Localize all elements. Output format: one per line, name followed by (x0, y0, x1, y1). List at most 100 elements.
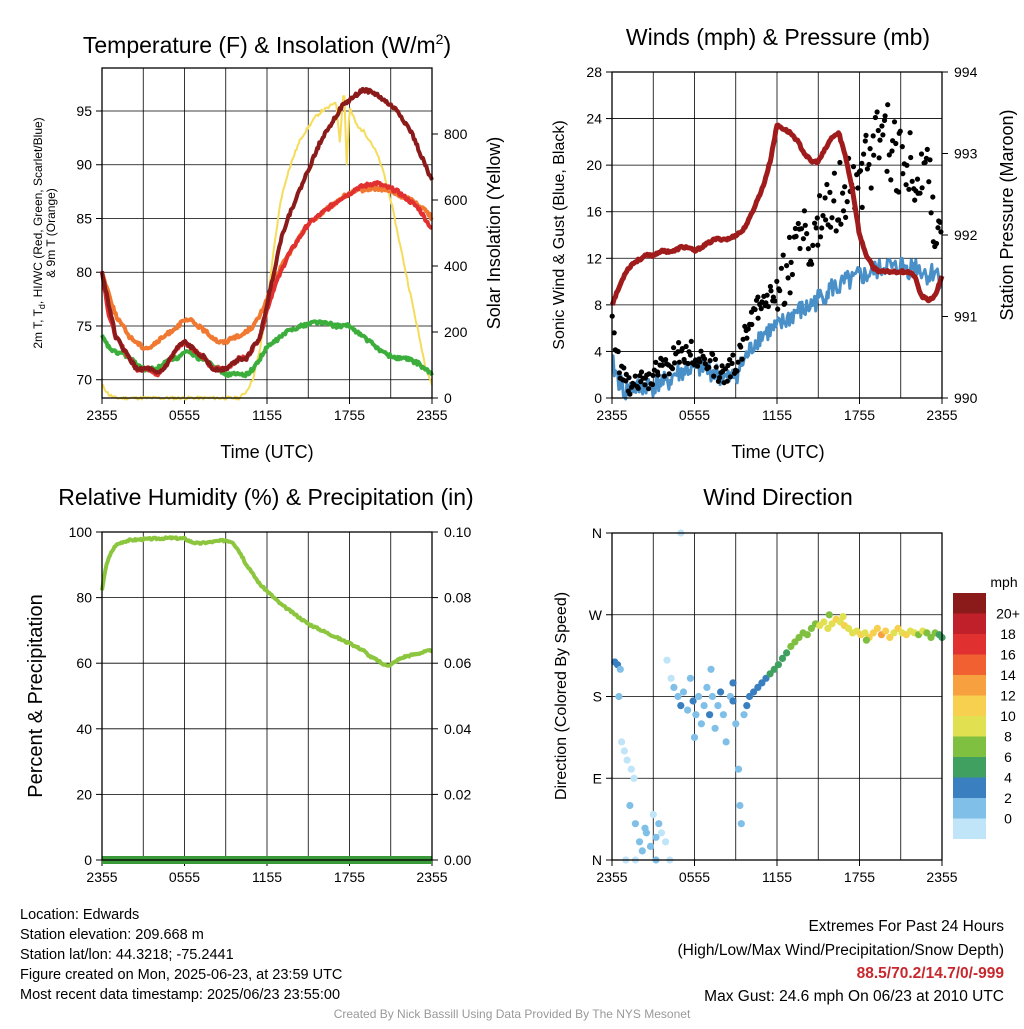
gust-point (782, 300, 788, 306)
direction-point (616, 665, 624, 673)
y2-tick-label: 600 (444, 192, 468, 208)
y2-tick-label: 0.02 (444, 786, 471, 802)
gust-point (838, 221, 844, 227)
gust-point (679, 346, 685, 352)
y2-tick-label: 990 (954, 390, 978, 406)
x-tick-label: 1155 (762, 869, 792, 885)
direction-point (623, 756, 631, 764)
x-axis-label: Time (UTC) (731, 442, 824, 462)
gust-point (706, 364, 712, 370)
y-tick-label: 90 (76, 157, 92, 173)
pressure-line (609, 122, 945, 306)
y-tick-label: 8 (594, 297, 602, 313)
y-tick-label: 75 (76, 318, 92, 334)
x-tick-label: 2355 (596, 869, 627, 885)
y-tick-label: 0 (594, 390, 602, 406)
y-tick-label: 60 (76, 655, 92, 671)
gust-point (785, 275, 791, 281)
humidity-line (100, 535, 433, 668)
direction-point (635, 838, 644, 846)
gust-point (623, 378, 629, 384)
gust-point (778, 265, 785, 271)
gust-point (666, 371, 672, 377)
colorbar-label: 8 (1004, 729, 1012, 745)
gust-point (739, 356, 745, 362)
x-tick-label: 1155 (252, 407, 282, 423)
colorbar-swatch (953, 654, 986, 675)
direction-point (641, 824, 649, 832)
direction-point (711, 724, 719, 732)
gust-point (659, 362, 666, 368)
direction-point (695, 692, 703, 701)
gust-point (814, 215, 820, 221)
gust-point (707, 358, 713, 364)
gust-point (745, 326, 751, 332)
direction-point (736, 801, 744, 810)
y-axis-label: 2m T, Td, HI/WC (Red, Green, Scarlet/Blu… (31, 117, 47, 348)
gust-point (886, 152, 892, 158)
gust-point (935, 225, 941, 231)
direction-point (649, 811, 657, 819)
gust-point (805, 246, 812, 252)
footer-latlon: Station lat/lon: 44.3218; -75.2441 (20, 947, 234, 963)
gust-point (744, 335, 750, 341)
x-tick-label: 2355 (86, 869, 117, 885)
direction-point (734, 765, 743, 773)
gust-point (817, 193, 823, 199)
direction-point (697, 720, 706, 728)
gust-point (917, 190, 923, 196)
colorbar-swatch (953, 695, 986, 716)
direction-point (882, 627, 890, 635)
footer-created: Figure created on Mon, 2025-06-23, at 23… (20, 967, 343, 983)
x-tick-label: 2355 (596, 407, 627, 423)
colorbar-label: 18 (1000, 626, 1016, 642)
gust-point (828, 224, 834, 230)
gust-point (694, 363, 701, 369)
gust-point (710, 351, 716, 357)
gust-point (780, 252, 786, 258)
direction-point (652, 833, 660, 841)
colorbar: mph 20+ 18 16 14 12 10 8 6 4 2 0 (953, 574, 1020, 839)
colorbar-label: 6 (1004, 749, 1012, 765)
gust-point (877, 137, 883, 143)
wind-line (611, 256, 943, 401)
x-tick-label: 2355 (926, 869, 957, 885)
x-tick-label: 2355 (416, 407, 447, 423)
gust-point (831, 170, 838, 176)
gust-point (774, 278, 780, 284)
gust-point (789, 271, 796, 278)
y2-tick-label: 0.08 (444, 590, 471, 606)
direction-point (825, 611, 833, 619)
direction-point (674, 692, 682, 701)
gust-point (727, 357, 733, 363)
direction-point (689, 697, 697, 705)
dewpoint-line (100, 319, 434, 379)
colorbar-label: 14 (1000, 667, 1016, 683)
gust-point (752, 306, 758, 313)
gust-point (663, 357, 669, 363)
gust-point (787, 290, 793, 296)
gust-point (924, 146, 930, 152)
gust-point (922, 159, 928, 165)
direction-point (679, 688, 688, 696)
y-tick-label: 0 (84, 852, 92, 868)
gust-point (616, 370, 623, 376)
temperature-line (100, 86, 434, 375)
y2-tick-label: 0.00 (444, 852, 471, 868)
chart-title: Wind Direction (703, 484, 853, 510)
gust-point (882, 113, 888, 119)
gust-point (725, 362, 731, 369)
chart-title: Relative Humidity (%) & Precipitation (i… (58, 484, 473, 510)
gust-point (850, 164, 857, 170)
direction-point (657, 829, 666, 837)
x-tick-label: 1155 (252, 869, 282, 885)
gust-point (635, 385, 641, 391)
y-tick-label: 28 (586, 64, 602, 80)
direction-point (620, 747, 629, 755)
gust-point (893, 140, 899, 147)
colorbar-unit: mph (990, 574, 1017, 590)
direction-point (729, 697, 737, 705)
gust-point (755, 294, 761, 300)
gust-point (672, 360, 678, 366)
gust-point (768, 288, 774, 294)
